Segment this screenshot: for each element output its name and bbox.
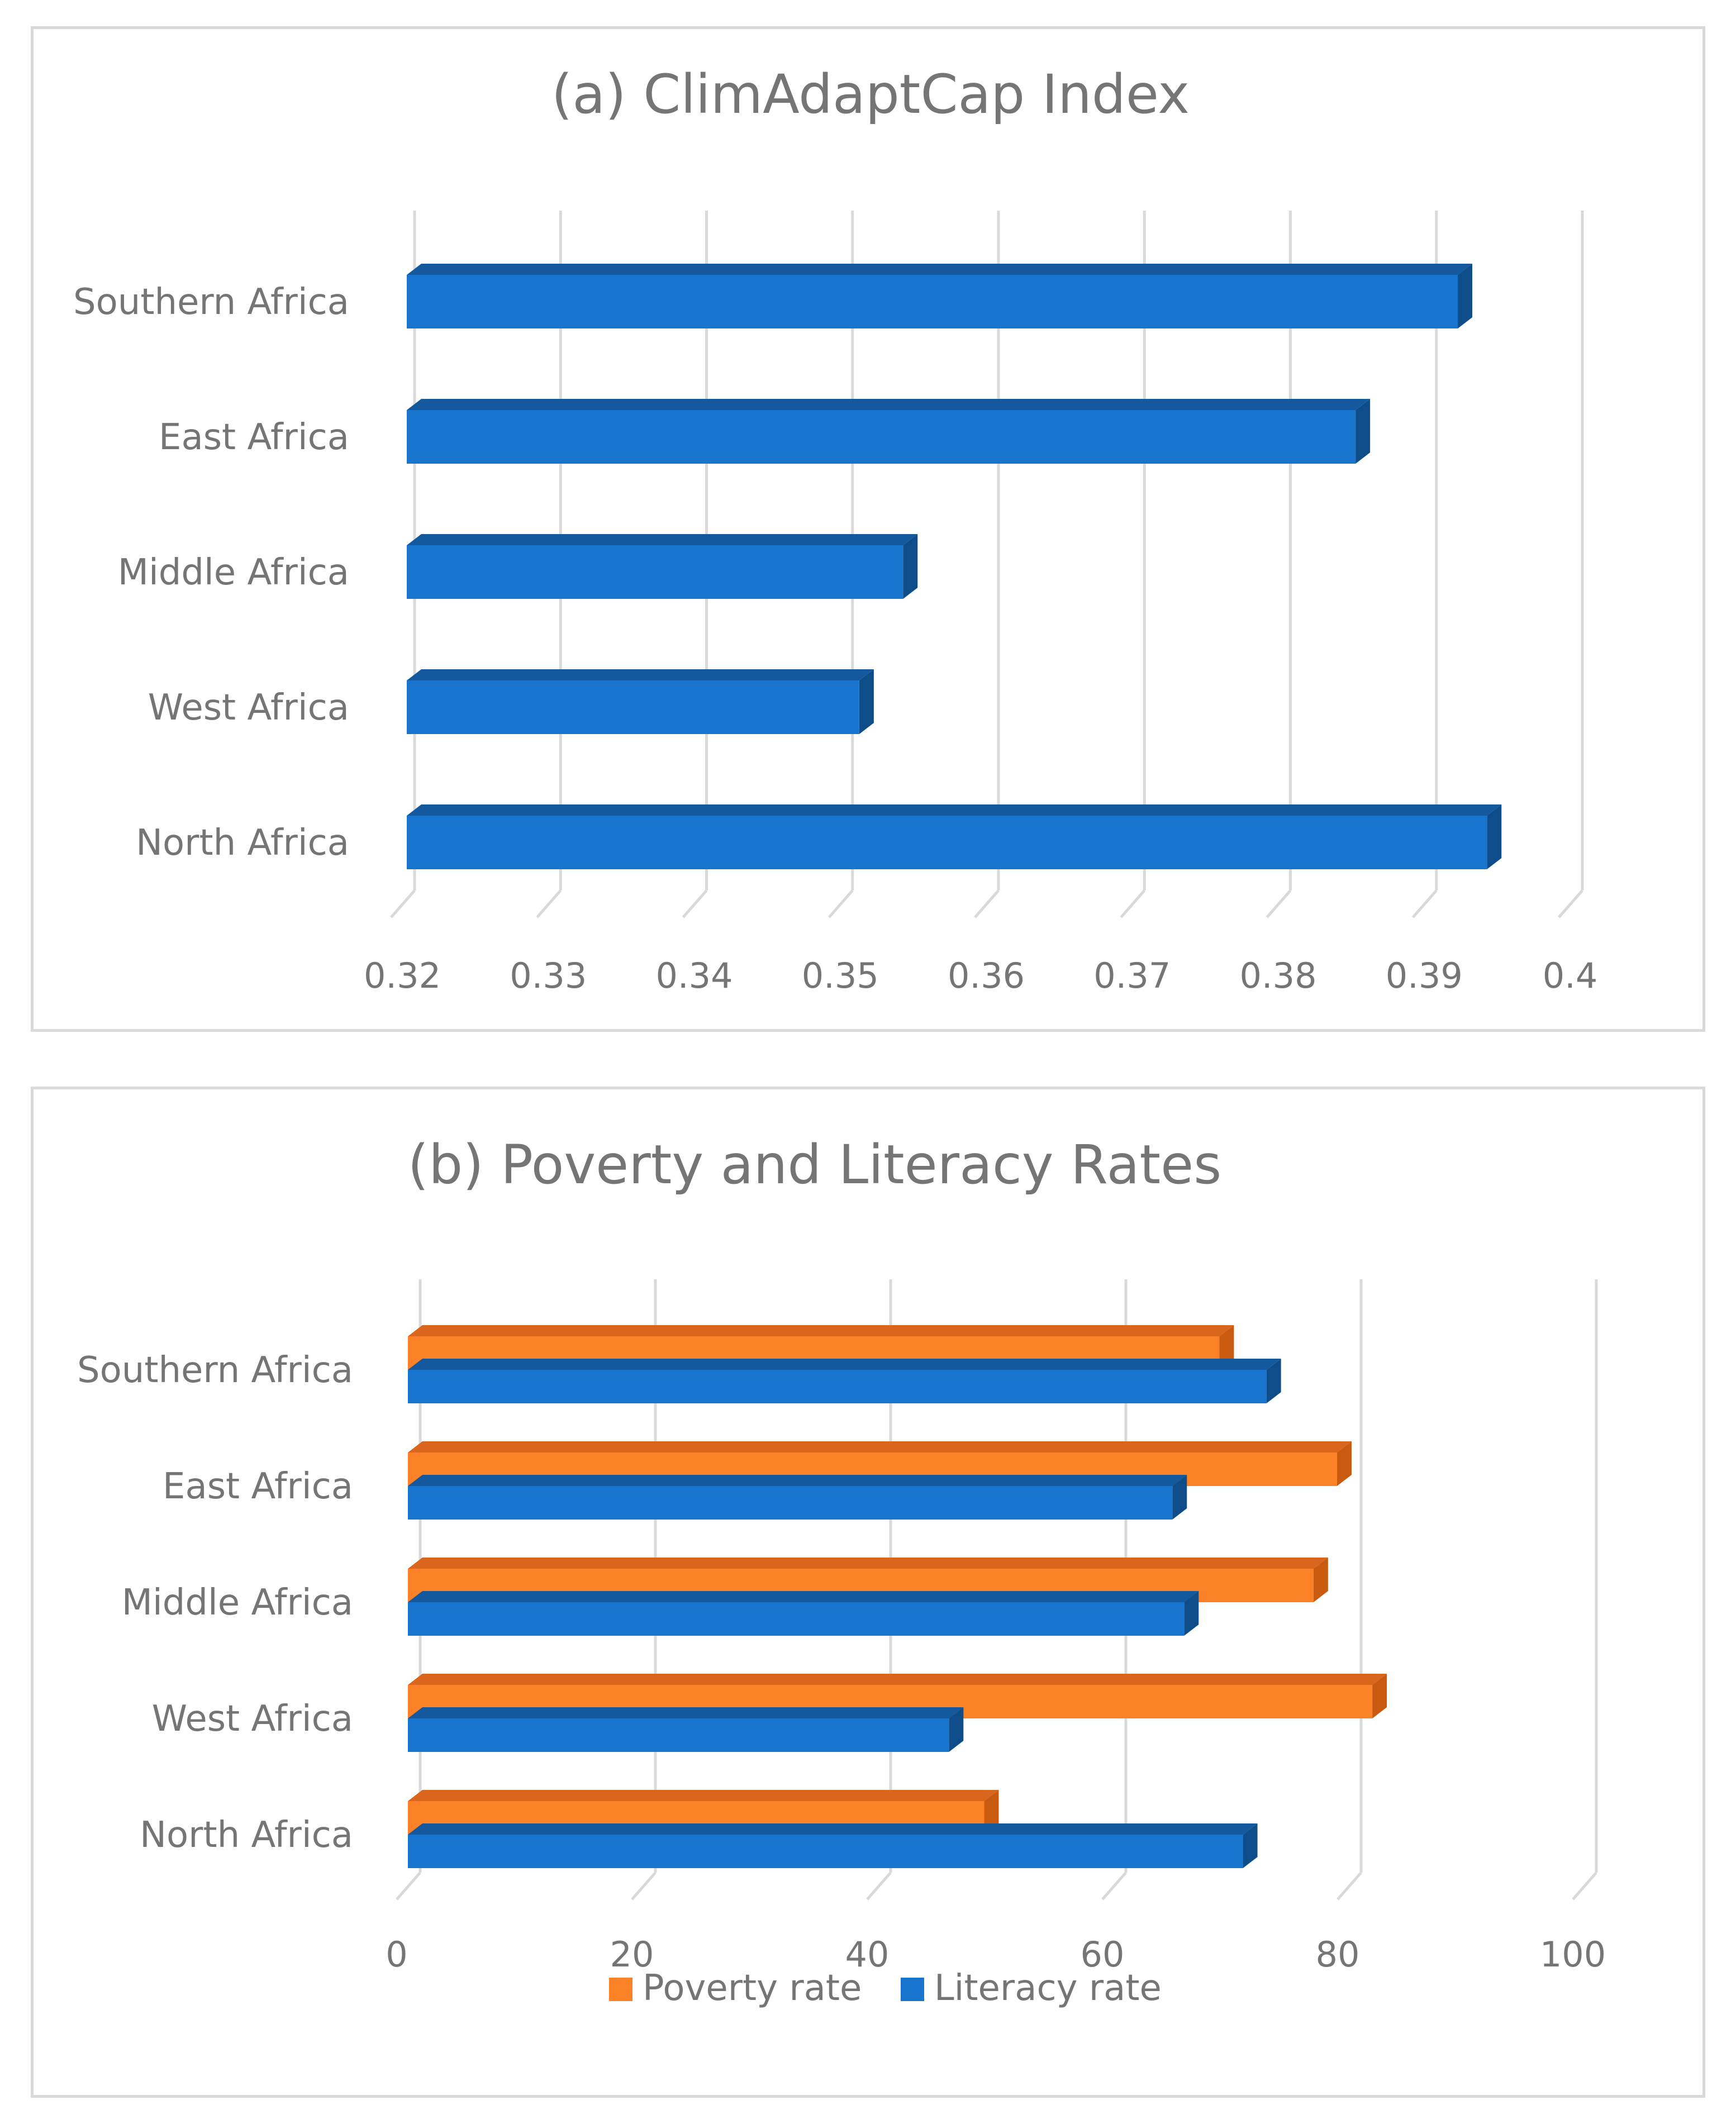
poverty-literacy-chart: (b) Poverty and Literacy Rates Southern … bbox=[77, 1134, 1606, 2009]
category-label-middle-africa: Middle Africa bbox=[122, 1582, 353, 1623]
bar-north-africa-side bbox=[1487, 804, 1502, 869]
bar-literacy-rate-middle-africa-top bbox=[408, 1591, 1199, 1602]
legend-label-literacy: Literacy rate bbox=[934, 1968, 1162, 2009]
bar-literacy-rate-middle-africa bbox=[408, 1591, 1199, 1636]
x-tick-label: 0 bbox=[386, 1934, 407, 1975]
bar-east-africa bbox=[407, 399, 1371, 464]
x-tick-label: 0.37 bbox=[1093, 955, 1171, 996]
x-tick-label: 0.39 bbox=[1386, 955, 1463, 996]
bar-literacy-rate-north-africa-face bbox=[408, 1835, 1243, 1868]
gridline-floor bbox=[1337, 1871, 1362, 1901]
bar-middle-africa bbox=[407, 534, 918, 599]
x-tick-label: 0.4 bbox=[1543, 955, 1598, 996]
category-label-southern-africa: Southern Africa bbox=[77, 1350, 353, 1391]
legend-swatch-poverty bbox=[609, 1978, 632, 2001]
x-tick-label: 0.35 bbox=[802, 955, 879, 996]
category-label-middle-africa: Middle Africa bbox=[118, 552, 349, 593]
bar-east-africa-face bbox=[407, 410, 1356, 464]
category-label-west-africa: West Africa bbox=[148, 687, 349, 728]
legend-swatch-literacy bbox=[901, 1978, 924, 2001]
bar-west-africa-side bbox=[859, 669, 874, 734]
bar-literacy-rate-middle-africa-face bbox=[408, 1602, 1185, 1636]
gridline-floor bbox=[536, 889, 562, 918]
x-tick-label: 100 bbox=[1540, 1934, 1606, 1975]
bar-literacy-rate-west-africa-top bbox=[408, 1707, 964, 1718]
bar-west-africa-top bbox=[407, 669, 874, 680]
bar-north-africa bbox=[407, 804, 1502, 869]
bar-poverty-rate-west-africa-side bbox=[1372, 1674, 1387, 1718]
gridline-floor bbox=[390, 889, 416, 918]
bar-southern-africa-top bbox=[407, 264, 1472, 275]
x-tick-label: 60 bbox=[1081, 1934, 1125, 1975]
bar-north-africa-top bbox=[407, 804, 1502, 816]
gridline-floor bbox=[1572, 1871, 1597, 1901]
bar-literacy-rate-southern-africa bbox=[408, 1359, 1281, 1403]
bar-east-africa-side bbox=[1355, 399, 1371, 464]
bar-literacy-rate-north-africa bbox=[408, 1823, 1258, 1868]
bar-poverty-rate-west-africa-top bbox=[408, 1674, 1387, 1685]
gridline-floor bbox=[1558, 889, 1583, 918]
bar-poverty-rate-east-africa-top bbox=[408, 1441, 1352, 1452]
bar-literacy-rate-east-africa bbox=[408, 1475, 1187, 1520]
bar-poverty-rate-middle-africa-top bbox=[408, 1558, 1328, 1569]
gridline-floor bbox=[396, 1871, 421, 1901]
chart-title-b: (b) Poverty and Literacy Rates bbox=[408, 1134, 1221, 1196]
bar-middle-africa-top bbox=[407, 534, 918, 545]
gridline-floor bbox=[1266, 889, 1292, 918]
bar-literacy-rate-middle-africa-side bbox=[1184, 1591, 1199, 1636]
x-tick-label: 40 bbox=[845, 1934, 890, 1975]
bar-literacy-rate-east-africa-side bbox=[1172, 1475, 1187, 1520]
legend: Poverty rate Literacy rate bbox=[609, 1968, 1162, 2009]
category-label-east-africa: East Africa bbox=[163, 1466, 353, 1507]
x-tick-label: 80 bbox=[1316, 1934, 1360, 1975]
bar-literacy-rate-east-africa-top bbox=[408, 1475, 1187, 1486]
bar-middle-africa-face bbox=[407, 545, 903, 599]
chart-panel-poverty-literacy: (b) Poverty and Literacy Rates Southern … bbox=[31, 1087, 1705, 2098]
bar-literacy-rate-east-africa-face bbox=[408, 1486, 1173, 1520]
bar-west-africa-face bbox=[407, 680, 859, 734]
bar-poverty-rate-southern-africa-top bbox=[408, 1325, 1234, 1336]
gridline-floor bbox=[631, 1871, 657, 1901]
bar-poverty-rate-east-africa-side bbox=[1337, 1441, 1352, 1486]
bar-literacy-rate-west-africa bbox=[408, 1707, 964, 1752]
x-tick-label: 0.34 bbox=[655, 955, 733, 996]
gridline-floor bbox=[866, 1871, 892, 1901]
gridline-floor bbox=[1411, 889, 1438, 918]
bar-middle-africa-side bbox=[903, 534, 918, 599]
legend-label-poverty: Poverty rate bbox=[643, 1968, 862, 2009]
bar-literacy-rate-southern-africa-side bbox=[1266, 1359, 1281, 1403]
bar-literacy-rate-north-africa-side bbox=[1243, 1823, 1258, 1868]
gridline-floor bbox=[827, 889, 854, 918]
bar-west-africa bbox=[407, 669, 874, 734]
x-tick-label: 0.36 bbox=[948, 955, 1025, 996]
bar-southern-africa bbox=[407, 264, 1472, 328]
x-tick-label: 20 bbox=[610, 1934, 654, 1975]
bar-north-africa-face bbox=[407, 816, 1487, 869]
category-label-north-africa: North Africa bbox=[136, 822, 349, 864]
climadaptcap-chart: (a) ClimAdaptCap Index Southern Africa Ea… bbox=[73, 63, 1598, 996]
bar-literacy-rate-north-africa-top bbox=[408, 1823, 1258, 1835]
category-label-north-africa: North Africa bbox=[140, 1815, 353, 1856]
chart-title-a: (a) ClimAdaptCap Index bbox=[551, 63, 1190, 126]
bar-literacy-rate-west-africa-side bbox=[949, 1707, 964, 1752]
category-label-west-africa: West Africa bbox=[152, 1698, 353, 1740]
bar-poverty-rate-north-africa-top bbox=[408, 1790, 999, 1801]
bar-poverty-rate-middle-africa-side bbox=[1313, 1558, 1328, 1602]
x-tick-label: 0.33 bbox=[510, 955, 587, 996]
gridline-floor bbox=[1101, 1871, 1127, 1901]
gridline-floor bbox=[682, 889, 708, 918]
bar-east-africa-top bbox=[407, 399, 1371, 410]
bar-southern-africa-face bbox=[407, 275, 1458, 328]
gridline-floor bbox=[974, 889, 1000, 918]
bar-literacy-rate-southern-africa-top bbox=[408, 1359, 1281, 1370]
gridline-floor bbox=[1120, 889, 1146, 918]
bar-literacy-rate-west-africa-face bbox=[408, 1718, 949, 1752]
category-label-east-africa: East Africa bbox=[159, 417, 349, 458]
bar-literacy-rate-southern-africa-face bbox=[408, 1370, 1267, 1403]
category-label-southern-africa: Southern Africa bbox=[73, 282, 349, 323]
chart-panel-climadaptcap: (a) ClimAdaptCap Index Southern Africa Ea… bbox=[31, 26, 1705, 1032]
x-tick-label: 0.38 bbox=[1239, 955, 1316, 996]
x-tick-label: 0.32 bbox=[364, 955, 441, 996]
bar-southern-africa-side bbox=[1458, 264, 1472, 328]
